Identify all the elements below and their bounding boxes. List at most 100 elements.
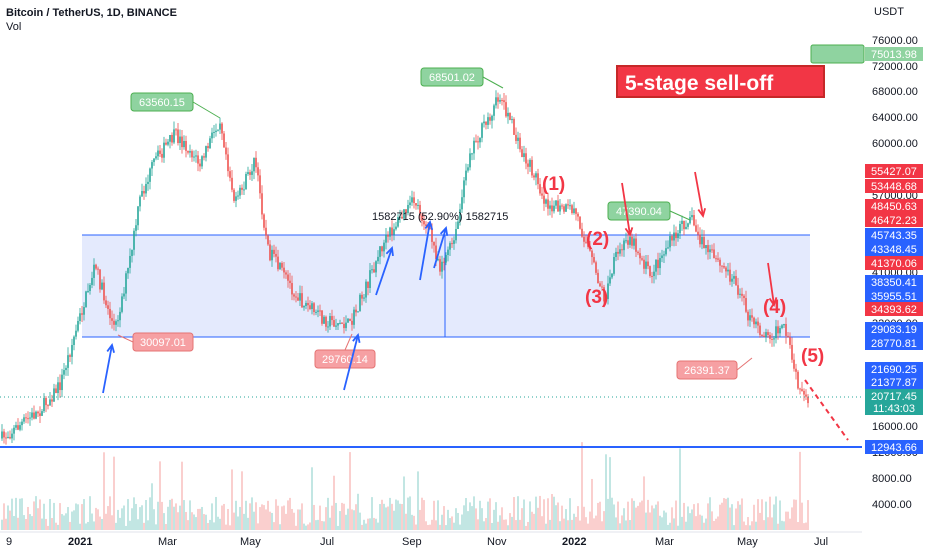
volume-bar (647, 499, 649, 530)
candle-body (755, 321, 757, 325)
candle-body (239, 187, 241, 196)
volume-bar (561, 505, 563, 530)
candle-body (169, 134, 171, 142)
candle-body (139, 196, 141, 207)
candle-body (533, 175, 535, 178)
candle-body (785, 323, 787, 336)
volume-bar (207, 523, 209, 530)
volume-bar (403, 476, 405, 530)
candle-body (191, 151, 193, 158)
volume-bar (333, 475, 335, 530)
callout-leader (736, 357, 753, 371)
candle-body (109, 308, 111, 319)
volume-bar (449, 518, 451, 530)
price-badge-label: 46472.23 (871, 215, 917, 227)
candle-body (411, 197, 413, 203)
volume-bar (765, 501, 767, 530)
candle-body (3, 431, 5, 438)
candle-body (281, 263, 283, 268)
volume-bar (55, 522, 57, 530)
candle-body (279, 263, 281, 270)
candle-body (307, 302, 309, 306)
candle-body (59, 382, 61, 391)
candle-body (517, 137, 519, 141)
candle-body (215, 130, 217, 132)
volume-bar (323, 521, 325, 530)
candle-body (413, 197, 415, 204)
candle-body (253, 157, 255, 172)
candle-body (713, 249, 715, 259)
candle-body (657, 259, 659, 269)
volume-bar (669, 522, 671, 530)
price-badge-label: 29083.19 (871, 324, 917, 336)
callout-leader (669, 210, 691, 221)
candle-body (579, 216, 581, 229)
volume-bar (51, 518, 53, 530)
volume-bar (43, 503, 45, 530)
candle-body (349, 318, 351, 321)
volume-bar (395, 499, 397, 530)
volume-bar (381, 499, 383, 530)
volume-bar (451, 516, 453, 530)
volume-bar (219, 518, 221, 530)
candle-body (503, 100, 505, 103)
volume-bar (617, 501, 619, 530)
candle-body (171, 134, 173, 143)
volume-bar (413, 515, 415, 530)
candle-body (261, 193, 263, 215)
volume-bar (549, 519, 551, 530)
volume-bar (759, 512, 761, 530)
volume-bar (287, 500, 289, 530)
candle-body (209, 138, 211, 149)
volume-bar (691, 509, 693, 530)
volume-bar (3, 503, 5, 530)
price-badge-label: 43348.45 (871, 244, 917, 256)
price-badge (865, 401, 923, 415)
candle-body (285, 272, 287, 275)
candle-body (263, 214, 265, 228)
volume-bar (221, 505, 223, 530)
candle-body (175, 129, 177, 131)
volume-bar (643, 476, 645, 530)
candle-body (801, 389, 803, 391)
volume-bar (743, 521, 745, 530)
volume-bar (365, 523, 367, 530)
volume-bar (525, 525, 527, 530)
volume-bar (543, 499, 545, 530)
candle-body (39, 413, 41, 416)
blue-arrow-head (352, 332, 361, 344)
volume-bar (641, 500, 643, 530)
time-tick: Mar (158, 536, 177, 548)
callout-low-3-label: 26391.37 (684, 365, 730, 377)
volume-bar (223, 503, 225, 530)
volume-bar (791, 507, 793, 530)
volume-bar (601, 521, 603, 530)
volume-bar (303, 523, 305, 530)
volume-bar (355, 504, 357, 530)
candle-body (497, 97, 499, 102)
candle-body (425, 224, 427, 227)
price-badge-label: 21377.87 (871, 377, 917, 389)
candle-body (583, 236, 585, 242)
volume-bar (291, 508, 293, 530)
candle-body (547, 199, 549, 209)
volume-bar (245, 500, 247, 530)
volume-bar (805, 522, 807, 530)
candle-body (149, 168, 151, 182)
candle-body (401, 216, 403, 219)
candle-body (259, 175, 261, 194)
candle-body (745, 298, 747, 312)
candle-body (679, 223, 681, 234)
candle-body (493, 105, 495, 116)
candle-body (761, 334, 763, 336)
volume-bar (379, 504, 381, 530)
candle-body (641, 258, 643, 260)
volume-bar (359, 512, 361, 530)
candle-body (105, 300, 107, 306)
volume-bar (115, 522, 117, 530)
candle-body (125, 273, 127, 294)
candle-body (687, 223, 689, 227)
candle-body (339, 322, 341, 324)
